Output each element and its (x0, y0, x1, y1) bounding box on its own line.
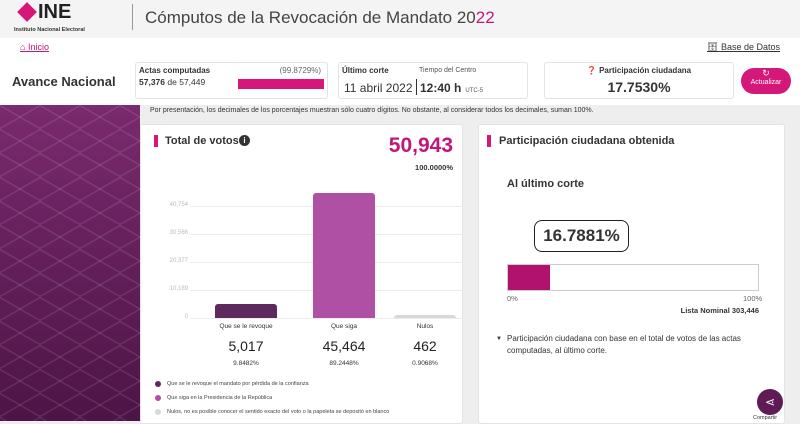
bullet-icon: ▼ (496, 336, 502, 342)
actas-percent: (99.8729%) (279, 66, 321, 75)
x-category-label: Que siga (330, 323, 358, 330)
info-icon[interactable]: i (239, 135, 250, 146)
utc-label: UTC-5 (465, 88, 484, 94)
logo-subtitle: Instituto Nacional Electoral (14, 27, 85, 33)
progress-max: 100% (743, 294, 763, 303)
corte-card: Último corte Tiempo del Centro 11 abril … (338, 62, 528, 99)
y-tick-label: 30,566 (169, 229, 188, 236)
corte-label: Último corte (342, 66, 389, 75)
home-label: Inicio (27, 42, 49, 52)
y-tick-label: 0 (184, 314, 188, 320)
legend-item: Nulos, no es posible conocer el sentido … (155, 409, 389, 415)
ine-logo[interactable]: INE Instituto Nacional Electoral (14, 2, 104, 36)
participacion-card: ❓ Participación ciudadana 17.7530% (544, 62, 734, 99)
bar-value-label: 45,464 (322, 338, 366, 354)
help-icon[interactable]: ❓ (586, 66, 597, 75)
bar-percent-label: 9.8482% (233, 360, 259, 367)
decorative-side-panel (0, 105, 140, 421)
participation-value: 16.7881% (543, 226, 620, 245)
legend-label: Nulos, no es posible conocer el sentido … (167, 409, 390, 415)
votes-total-percent: 100.0000% (415, 163, 453, 172)
legend-swatch (155, 395, 161, 401)
share-label: Compartir (753, 415, 778, 421)
refresh-button[interactable]: ↻ Actualizar (741, 68, 791, 94)
lista-nominal: Lista Nominal 303,446 (680, 306, 759, 315)
bar-1[interactable] (313, 193, 375, 318)
progress-min: 0% (507, 294, 518, 303)
legend-item: Que se le revoque el mandato por pérdida… (155, 381, 309, 387)
participacion-label-row: ❓ Participación ciudadana (545, 66, 733, 75)
participation-progress-fill (508, 265, 550, 290)
diamond-icon (17, 2, 37, 22)
participacion-label: Participación ciudadana (599, 66, 692, 75)
header: INE Instituto Nacional Electoral Cómputo… (0, 0, 800, 38)
obtenida-title: Participación ciudadana obtenida (499, 135, 675, 147)
home-link[interactable]: ⌂ Inicio (20, 42, 49, 52)
corte-date: 11 abril 2022 (344, 81, 413, 95)
title-accent: 22 (475, 8, 495, 27)
divider (416, 79, 417, 95)
participacion-value: 17.7530% (607, 79, 671, 95)
actas-total: 57,449 (179, 77, 206, 87)
actas-progress (238, 79, 324, 89)
nav-bar: ⌂ Inicio 🗄 Base de Datos Avance Nacional… (0, 38, 800, 105)
y-tick-label: 20,377 (169, 257, 188, 264)
legend-label: Que siga en la Presidencia de la Repúbli… (167, 395, 273, 401)
votes-title: Total de votos (165, 135, 239, 147)
refresh-label: Actualizar (750, 79, 782, 86)
database-label: Base de Datos (720, 42, 780, 52)
x-category-label: Que se le revoque (219, 323, 273, 330)
gridline (190, 318, 462, 319)
bar-0[interactable] (215, 304, 277, 318)
actas-progress-fill (238, 79, 324, 89)
actas-label: Actas computadas (139, 66, 211, 75)
title-accent-bar (154, 135, 158, 147)
actas-of: de (167, 77, 177, 87)
votes-total: 50,943 (388, 134, 453, 157)
bar-percent-label: 0.9068% (412, 360, 438, 367)
database-link[interactable]: 🗄 Base de Datos (707, 42, 780, 53)
participation-progress (507, 264, 759, 291)
title-text: Cómputos de la Revocación de Mandato 20 (145, 8, 476, 27)
actas-count: 57,376 de 57,449 (139, 77, 205, 87)
x-category-label: Nulos (416, 323, 434, 330)
corte-time-row: 12:40 h UTC-5 (420, 81, 483, 95)
participation-note: Participación ciudadana con base en el t… (507, 334, 741, 355)
bar-2[interactable] (394, 315, 456, 318)
home-icon: ⌂ (20, 42, 26, 52)
share-button[interactable]: ⋖ (757, 389, 783, 415)
legend-swatch (155, 381, 161, 387)
title-accent-bar (487, 135, 491, 147)
y-tick-label: 40,754 (169, 201, 188, 208)
bar-percent-label: 89.2448% (329, 360, 359, 367)
corte-time: 12:40 h (420, 81, 462, 95)
page-title: Cómputos de la Revocación de Mandato 202… (145, 8, 495, 28)
share-icon: ⋖ (764, 395, 776, 409)
decimals-notice: Por presentación, los decimales de los p… (150, 107, 594, 114)
divider (132, 4, 133, 30)
logo-text: INE (38, 1, 72, 23)
actas-card: Actas computadas (99.8729%) 57,376 de 57… (135, 62, 328, 99)
refresh-icon: ↻ (762, 68, 770, 78)
tz-label: Tiempo del Centro (419, 67, 477, 74)
legend-label: Que se le revoque el mandato por pérdida… (167, 381, 309, 387)
bar-value-label: 462 (413, 338, 437, 354)
participation-tooltip: 16.7881% (534, 220, 629, 252)
votes-card (140, 124, 463, 424)
legend-item: Que siga en la Presidencia de la Repúbli… (155, 395, 272, 401)
section-title: Avance Nacional (12, 74, 116, 89)
y-tick-label: 10,189 (169, 285, 188, 292)
obtenida-subtitle: Al último corte (507, 178, 585, 190)
database-icon: 🗄 (707, 42, 719, 52)
actas-computed: 57,376 (139, 77, 165, 87)
bar-value-label: 5,017 (228, 338, 264, 354)
legend-swatch (155, 409, 161, 415)
